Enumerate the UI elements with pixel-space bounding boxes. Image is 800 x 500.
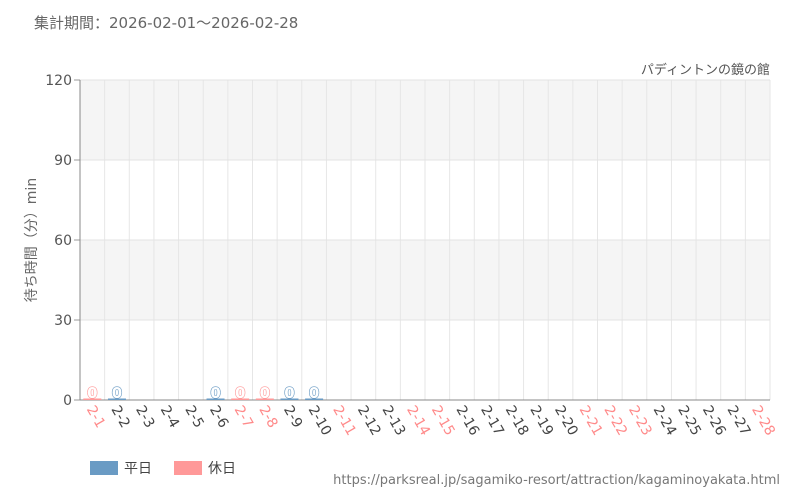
x-tick-label: 2-28 (748, 403, 778, 439)
x-tick-label: 2-13 (379, 403, 409, 439)
period-text: 集計期間：2026-02-01～2026-02-28 (34, 14, 299, 32)
x-tick-label: 2-2 (108, 403, 133, 431)
y-tick-label: 30 (54, 313, 72, 329)
bar-value-label: 0 (309, 384, 319, 402)
x-tick-label: 2-26 (699, 403, 729, 439)
x-tick-label: 2-11 (329, 403, 359, 439)
y-tick-label: 60 (54, 233, 72, 249)
y-tick-label: 120 (45, 73, 72, 89)
legend-label-holiday: 休日 (208, 461, 236, 477)
bar (206, 398, 225, 400)
holiday-swatch (174, 461, 202, 475)
x-tick-label: 2-24 (650, 403, 680, 439)
source-url: https://parksreal.jp/sagamiko-resort/att… (333, 473, 780, 488)
x-tick-label: 2-8 (255, 403, 280, 431)
x-tick-label: 2-22 (600, 403, 630, 439)
bar (231, 398, 250, 400)
bar (255, 398, 274, 400)
bar-value-label: 0 (210, 384, 220, 402)
bar-value-label: 0 (284, 384, 294, 402)
y-tick-label: 90 (54, 153, 72, 169)
legend-item-weekday: 平日 (90, 458, 152, 478)
x-tick-label: 2-14 (403, 403, 433, 439)
bar (83, 398, 102, 400)
x-tick-label: 2-16 (453, 403, 483, 439)
attraction-name: パディントンの鏡の館 (640, 63, 770, 78)
x-tick-label: 2-18 (502, 403, 532, 439)
x-tick-label: 2-17 (477, 403, 507, 439)
y-axis-title: 待ち時間（分）min (24, 178, 40, 302)
x-tick-label: 2-15 (428, 403, 458, 439)
x-tick-label: 2-9 (280, 403, 305, 431)
x-tick-label: 2-10 (305, 403, 335, 439)
x-tick-label: 2-23 (625, 403, 655, 439)
bar-value-label: 0 (112, 384, 122, 402)
y-tick-label: 0 (63, 393, 72, 409)
x-tick-label: 2-19 (526, 403, 556, 439)
weekday-swatch (90, 461, 118, 475)
bar-value-label: 0 (87, 384, 97, 402)
x-tick-label: 2-6 (206, 403, 231, 431)
x-tick-label: 2-7 (231, 403, 256, 431)
x-tick-label: 2-25 (674, 403, 704, 439)
bar-value-label: 0 (235, 384, 245, 402)
x-tick-label: 2-1 (83, 403, 108, 431)
bar (107, 398, 126, 400)
x-tick-label: 2-21 (576, 403, 606, 439)
x-tick-label: 2-5 (181, 403, 206, 431)
x-tick-label: 2-4 (157, 403, 182, 431)
legend-item-holiday: 休日 (174, 458, 236, 478)
chart-legend: 平日 休日 (90, 458, 236, 478)
x-tick-label: 2-3 (132, 403, 157, 431)
x-tick-label: 2-12 (354, 403, 384, 439)
legend-label-weekday: 平日 (124, 461, 152, 477)
bar (305, 398, 324, 400)
x-tick-label: 2-27 (724, 403, 754, 439)
x-tick-label: 2-20 (551, 403, 581, 439)
bar-value-label: 0 (260, 384, 270, 402)
bar (280, 398, 299, 400)
